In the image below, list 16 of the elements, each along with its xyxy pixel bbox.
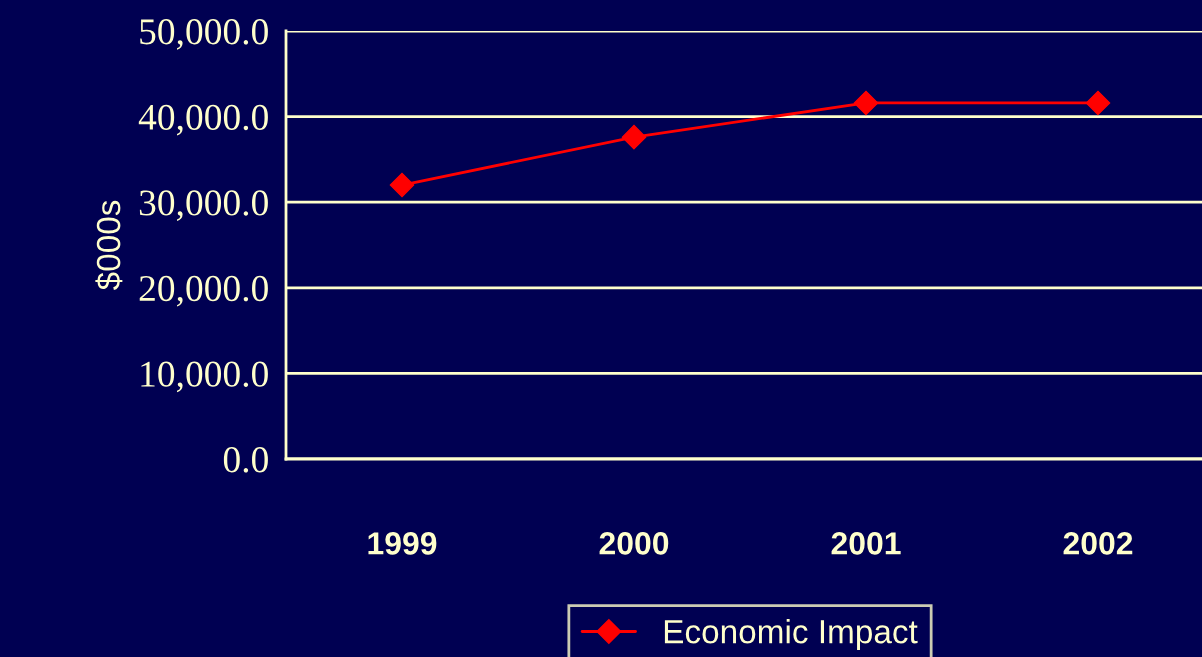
y-tick-label: 40,000.0 — [138, 104, 268, 136]
y-tick-label: 0.0 — [223, 447, 268, 473]
y-axis-title: $000s — [95, 200, 123, 291]
point — [853, 90, 879, 116]
point — [1085, 90, 1111, 116]
x-tick-label: 1999 — [368, 532, 437, 555]
legend-label: Economic Impact — [664, 619, 918, 651]
x-tick-label: 2001 — [831, 532, 901, 555]
y-tick-label: 30,000.0 — [139, 190, 268, 221]
y-tick-label: 20,000.0 — [139, 275, 268, 307]
point — [389, 172, 415, 198]
y-tick-label: 50,000.0 — [140, 19, 268, 50]
x-tick-label: 2002 — [1063, 532, 1133, 555]
x-tick-label: 2000 — [599, 532, 669, 555]
y-tick-label: 10,000.0 — [141, 361, 268, 393]
point — [621, 124, 647, 150]
